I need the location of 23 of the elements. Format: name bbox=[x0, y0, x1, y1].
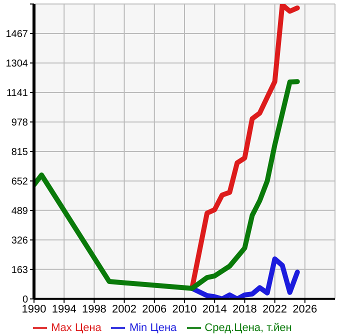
x-tick-label: 1998 bbox=[82, 304, 106, 316]
y-tick-label: 978 bbox=[11, 118, 28, 129]
y-tick-label: 815 bbox=[11, 147, 28, 158]
x-tick-label: 2006 bbox=[142, 304, 167, 316]
legend-label: Max Цена bbox=[51, 322, 102, 334]
x-tick-label: 2018 bbox=[232, 304, 257, 316]
x-tick-label: 2026 bbox=[292, 304, 318, 316]
y-tick-label: 163 bbox=[11, 264, 28, 276]
y-tick-label: 1304 bbox=[6, 58, 28, 70]
x-tick-label: 2010 bbox=[172, 304, 197, 316]
x-tick-label: 1990 bbox=[22, 304, 46, 316]
x-tick-label: 2002 bbox=[112, 304, 137, 316]
x-tick-label: 2022 bbox=[262, 304, 288, 316]
y-tick-label: 326 bbox=[11, 235, 28, 246]
y-tick-label: 489 bbox=[11, 206, 28, 217]
x-tick-label: 1994 bbox=[52, 304, 76, 316]
y-tick-label: 652 bbox=[11, 176, 28, 188]
y-tick-label: 1141 bbox=[6, 88, 28, 100]
y-tick-label: 1467 bbox=[6, 29, 28, 40]
x-tick-label: 2014 bbox=[202, 304, 227, 316]
legend-label: Сред.Цена, т.йен bbox=[204, 322, 292, 334]
legend-label: Min Цена bbox=[129, 322, 177, 334]
y-tick-label: 0 bbox=[22, 294, 28, 306]
